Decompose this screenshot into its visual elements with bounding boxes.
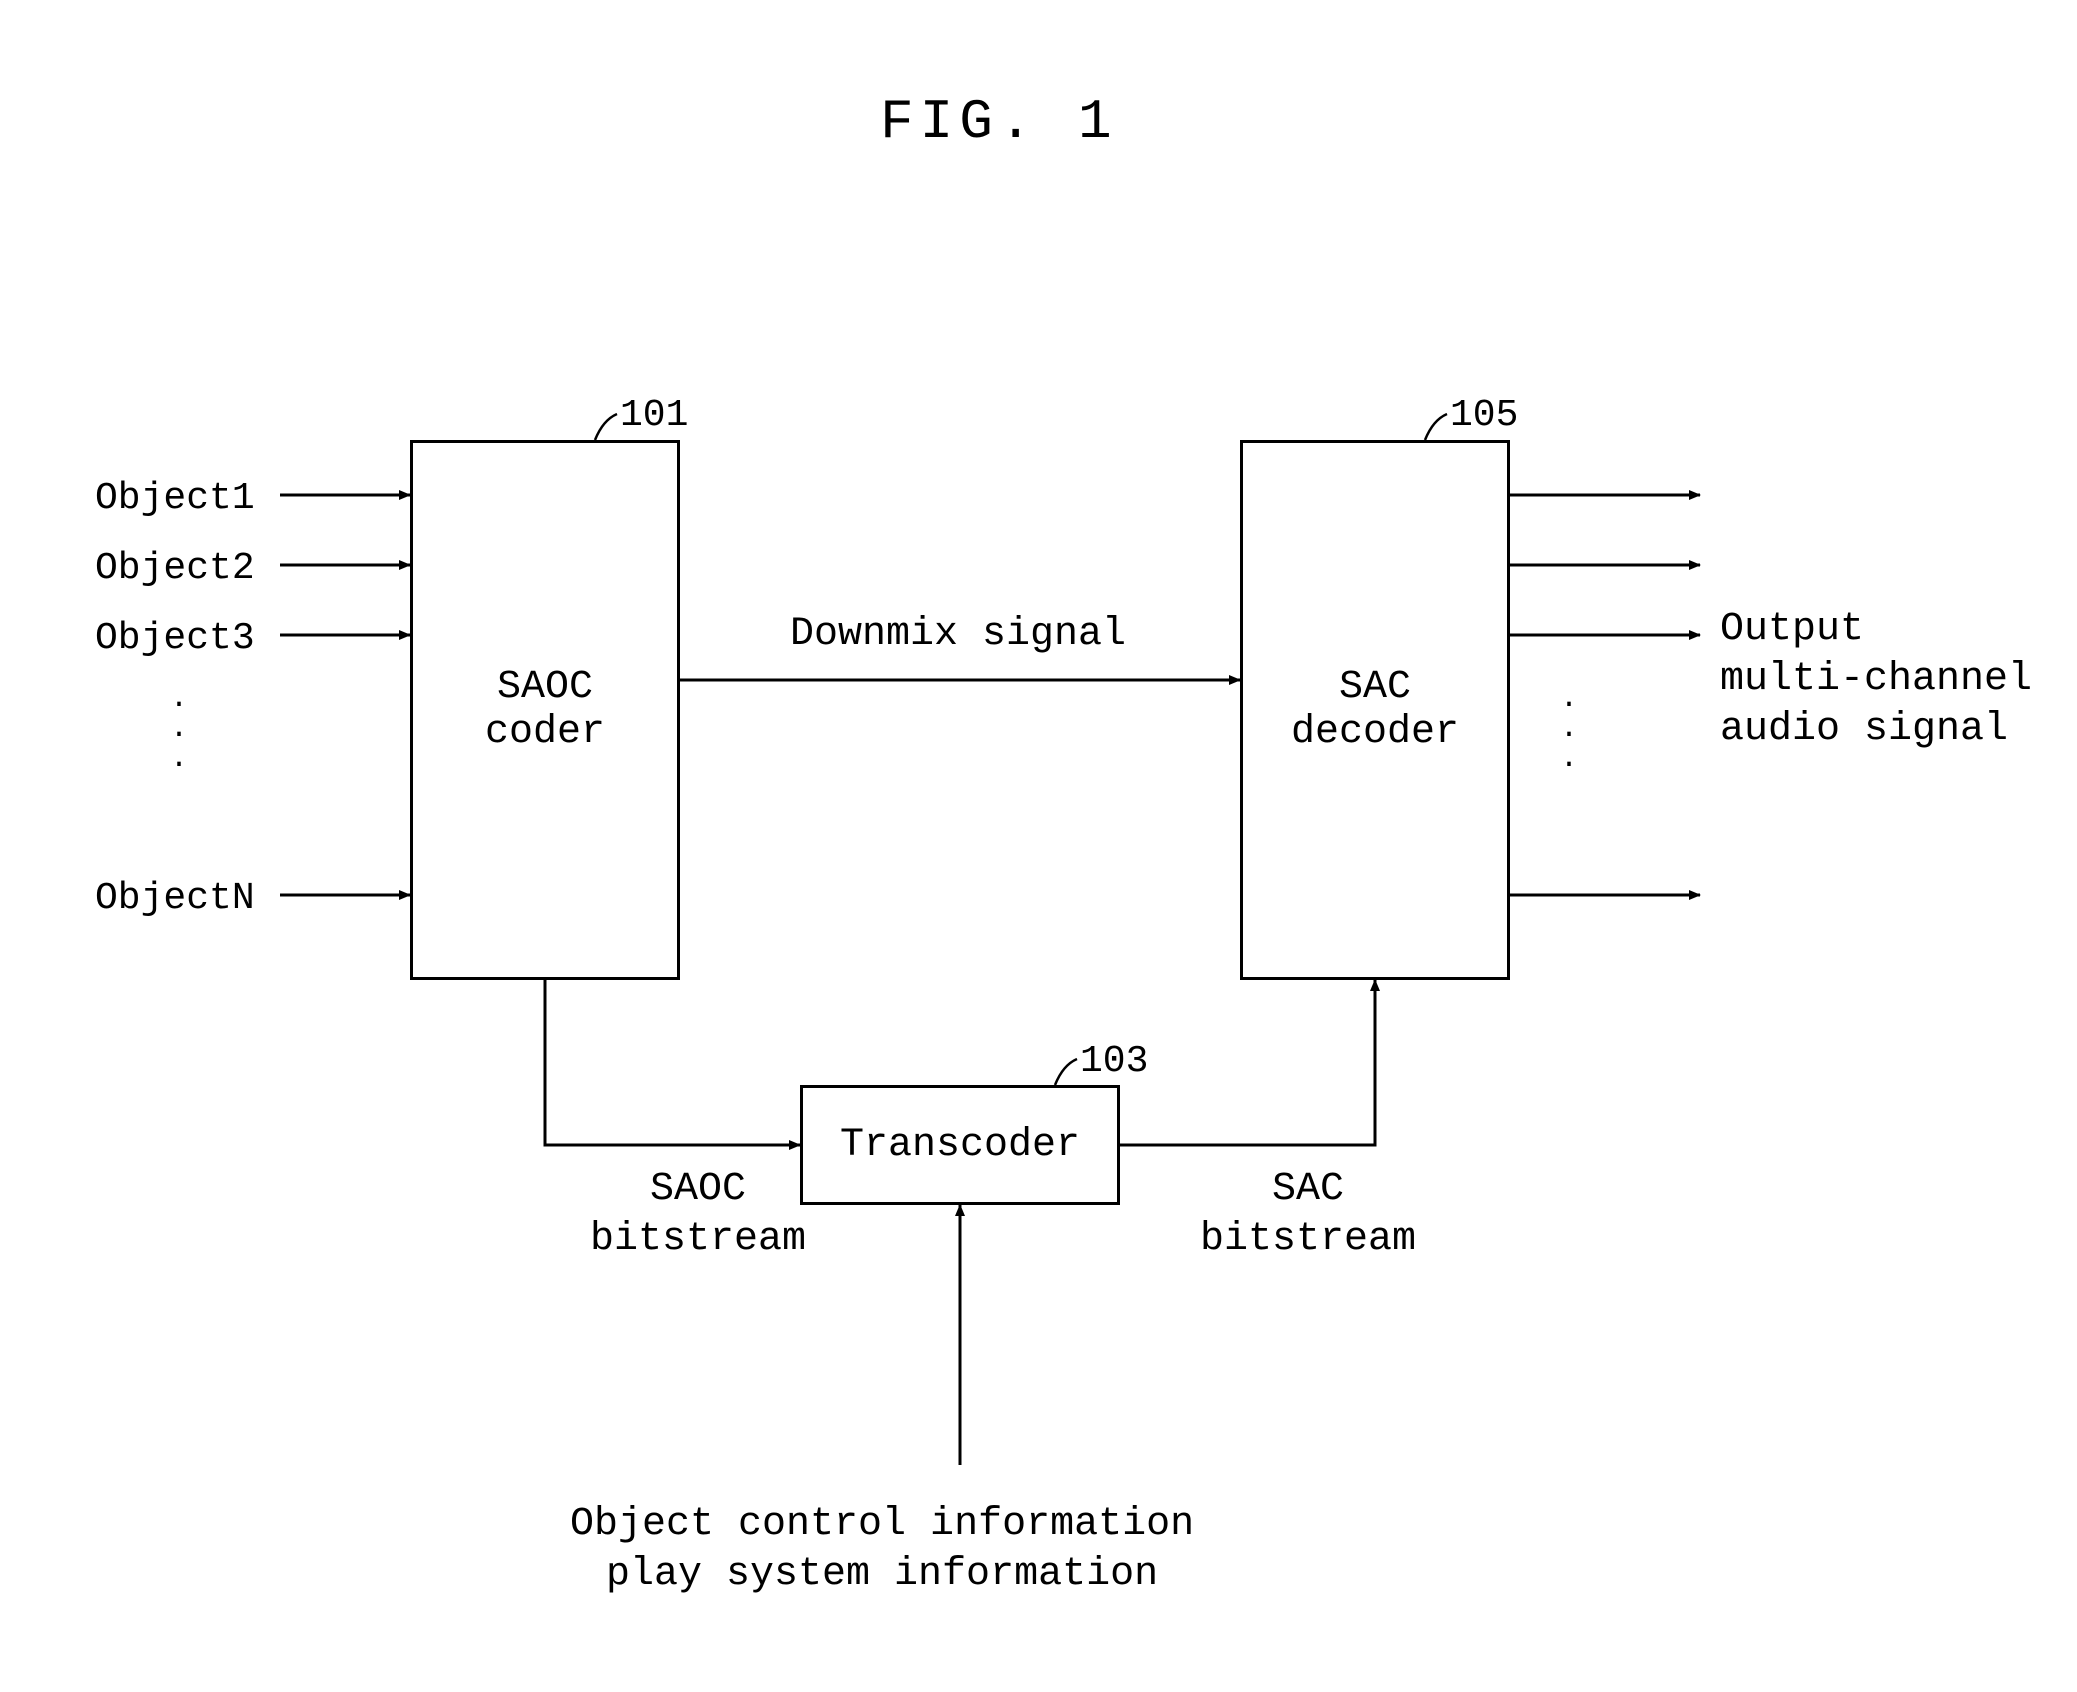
connectors <box>0 0 2077 1692</box>
label-control-info: Object control information play system i… <box>570 1500 1194 1600</box>
label-sac-bitstream: SAC bitstream <box>1200 1165 1416 1265</box>
input-object3: Object3 <box>95 615 255 663</box>
ref-103: 103 <box>1080 1038 1148 1086</box>
node-transcoder: Transcoder <box>800 1085 1120 1205</box>
node-transcoder-label: Transcoder <box>840 1123 1080 1168</box>
output-dots: · · · <box>1560 690 1578 780</box>
tick-101 <box>595 414 617 440</box>
node-saoc-coder-label: SAOC coder <box>485 665 605 755</box>
input-object1: Object1 <box>95 475 255 523</box>
input-objectN: ObjectN <box>95 875 255 923</box>
arrow-saoc-bitstream <box>545 980 800 1145</box>
input-dots: · · · <box>170 690 188 780</box>
tick-103 <box>1055 1059 1077 1085</box>
diagram-canvas: FIG. 1 SAOC coder SAC decoder Transcoder… <box>0 0 2077 1692</box>
tick-105 <box>1425 414 1447 440</box>
node-saoc-coder: SAOC coder <box>410 440 680 980</box>
label-saoc-bitstream: SAOC bitstream <box>590 1165 806 1265</box>
ref-105: 105 <box>1450 392 1518 440</box>
figure-title: FIG. 1 <box>880 90 1118 154</box>
label-output: Output multi-channel audio signal <box>1720 605 2032 755</box>
arrow-sac-bitstream <box>1120 980 1375 1145</box>
node-sac-decoder: SAC decoder <box>1240 440 1510 980</box>
label-downmix: Downmix signal <box>790 610 1126 660</box>
node-sac-decoder-label: SAC decoder <box>1291 665 1459 755</box>
input-object2: Object2 <box>95 545 255 593</box>
ref-101: 101 <box>620 392 688 440</box>
